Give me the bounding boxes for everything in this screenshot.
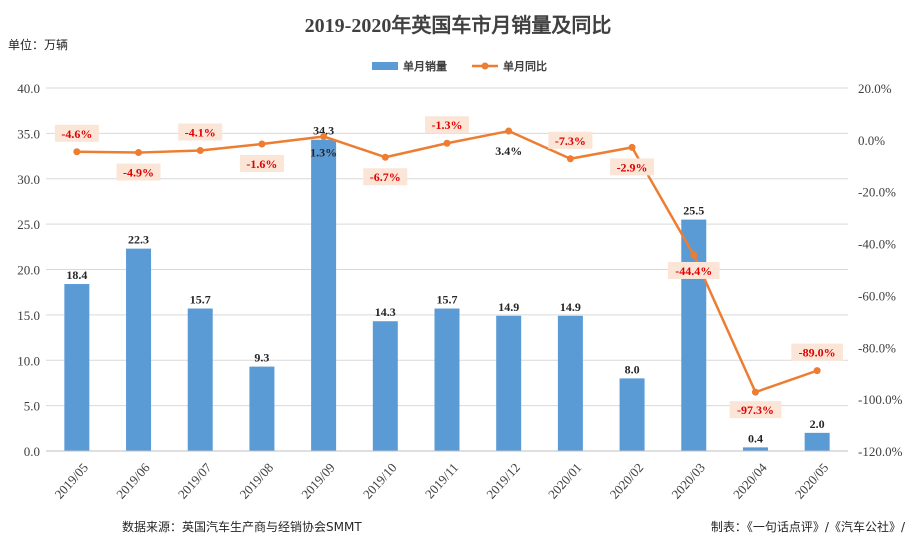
yoy-label-bg xyxy=(178,123,223,141)
legend-line-marker xyxy=(481,62,489,70)
bar xyxy=(249,366,275,451)
yoy-point xyxy=(135,149,143,157)
bar xyxy=(742,447,768,451)
yoy-value-label: -4.9% xyxy=(123,166,154,180)
bar-value-label: 8.0 xyxy=(625,362,640,376)
y-right-tick-label: -80.0% xyxy=(858,340,896,355)
bar xyxy=(187,308,213,451)
y-right-tick-label: 20.0% xyxy=(858,81,892,96)
yoy-label-bg xyxy=(610,158,655,176)
yoy-point xyxy=(813,367,821,375)
source-note: 数据来源：英国汽车生产商与经销协会SMMT xyxy=(122,519,362,534)
bar xyxy=(64,284,90,451)
bar-value-label: 15.7 xyxy=(437,293,458,307)
yoy-point xyxy=(443,139,451,147)
bar xyxy=(804,432,830,451)
bar-value-label: 14.9 xyxy=(560,300,581,314)
y-left-tick-label: 5.0 xyxy=(24,399,40,414)
yoy-value-label: -7.3% xyxy=(555,134,586,148)
legend: 单月销量 单月同比 xyxy=(372,59,547,73)
unit-label: 单位：万辆 xyxy=(8,37,68,52)
yoy-value-label: 1.3% xyxy=(310,145,337,159)
yoy-value-label: -6.7% xyxy=(370,170,401,184)
yoy-label-bg xyxy=(667,261,720,279)
bar xyxy=(126,248,152,451)
bar-value-label: 22.3 xyxy=(128,233,149,247)
bar-value-label: 34.3 xyxy=(313,124,334,138)
yoy-label-bg xyxy=(239,155,284,173)
yoy-label-bg xyxy=(791,343,843,361)
yoy-value-label: -2.9% xyxy=(617,160,648,174)
bar-value-label: 14.9 xyxy=(498,300,519,314)
yoy-point xyxy=(505,127,513,135)
y-right-tick-label: -40.0% xyxy=(858,237,896,252)
yoy-label-bg xyxy=(548,131,593,149)
bar xyxy=(372,321,398,451)
y-right-tick-label: -100.0% xyxy=(858,392,903,407)
y-left-tick-label: 10.0 xyxy=(17,353,40,368)
bar xyxy=(557,315,583,451)
yoy-value-label: -97.3% xyxy=(737,403,774,417)
chart-title: 2019-2020年英国车市月销量及同比 xyxy=(305,13,612,37)
bar-value-label: 15.7 xyxy=(190,293,211,307)
y-right-tick-label: -60.0% xyxy=(858,288,896,303)
y-left-tick-label: 25.0 xyxy=(17,217,40,232)
yoy-label-bg xyxy=(363,168,408,186)
bar xyxy=(619,378,645,451)
yoy-value-label: -4.1% xyxy=(185,125,216,139)
bar-value-label: 9.3 xyxy=(254,351,269,365)
y-right-tick-label: 0.0% xyxy=(858,133,885,148)
yoy-value-label: -1.6% xyxy=(246,157,277,171)
y-right-tick-label: -20.0% xyxy=(858,185,896,200)
yoy-label-bg xyxy=(116,163,161,181)
y-left-tick-label: 30.0 xyxy=(17,172,40,187)
yoy-point xyxy=(73,148,81,156)
bar xyxy=(434,308,460,451)
yoy-label-bg xyxy=(729,401,782,419)
yoy-value-label: 3.4% xyxy=(495,144,522,158)
yoy-point xyxy=(628,143,636,151)
yoy-value-label: -44.4% xyxy=(675,264,712,278)
yoy-point xyxy=(320,132,328,140)
yoy-point xyxy=(751,388,759,396)
y-left-tick-label: 40.0 xyxy=(17,81,40,96)
yoy-point xyxy=(258,140,266,148)
bar-value-label: 14.3 xyxy=(375,305,396,319)
credit-note: 制表：《一句话点评》/《汽车公社》/ xyxy=(711,519,906,534)
yoy-value-label: -4.6% xyxy=(61,127,92,141)
y-left-tick-label: 20.0 xyxy=(17,263,40,278)
yoy-value-label: -1.3% xyxy=(432,118,463,132)
legend-bar-swatch xyxy=(372,62,398,70)
yoy-point xyxy=(381,153,389,161)
bar xyxy=(311,139,337,452)
yoy-value-label: -89.0% xyxy=(799,346,836,360)
bar-value-label: 25.5 xyxy=(683,204,704,218)
bar-value-label: 2.0 xyxy=(810,417,825,431)
yoy-label-bg xyxy=(54,124,99,142)
y-left-tick-label: 15.0 xyxy=(17,308,40,323)
bar-value-label: 0.4 xyxy=(748,431,763,445)
yoy-label-bg xyxy=(425,116,469,134)
y-left-tick-label: 0.0 xyxy=(24,444,40,459)
bar xyxy=(496,315,522,451)
y-left-tick-label: 35.0 xyxy=(17,126,40,141)
yoy-point xyxy=(566,155,574,163)
yoy-point xyxy=(690,251,698,259)
bar-value-label: 18.4 xyxy=(66,268,87,282)
yoy-point xyxy=(196,146,204,154)
legend-line-label: 单月同比 xyxy=(503,59,547,73)
y-right-tick-label: -120.0% xyxy=(858,444,903,459)
legend-bar-label: 单月销量 xyxy=(403,59,447,73)
